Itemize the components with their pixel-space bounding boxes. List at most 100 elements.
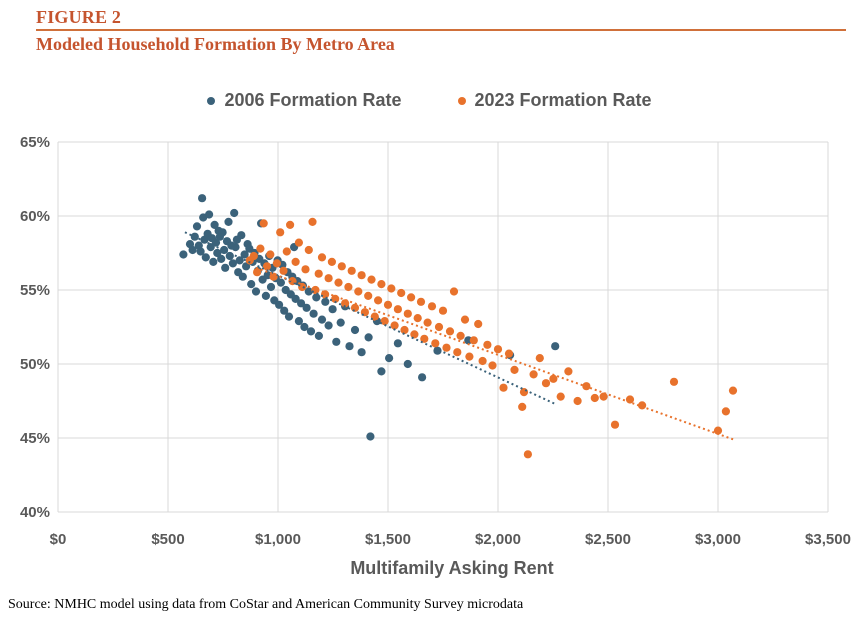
- data-point-2023: [374, 296, 383, 305]
- data-point-2023: [387, 284, 396, 293]
- source-note: Source: NMHC model using data from CoSta…: [8, 597, 524, 612]
- data-point-2006: [551, 342, 560, 351]
- data-point-2023: [364, 291, 373, 300]
- data-point-2023: [499, 383, 508, 392]
- data-point-2023: [327, 257, 336, 266]
- data-point-2006: [336, 318, 345, 327]
- data-point-2023: [337, 262, 346, 271]
- legend-item-2023: 2023 Formation Rate: [457, 90, 652, 111]
- data-point-2006: [314, 331, 323, 340]
- data-point-2023: [453, 348, 462, 357]
- data-point-2006: [317, 315, 327, 324]
- data-point-2006: [300, 322, 309, 332]
- data-point-2023: [350, 303, 360, 312]
- data-point-2023: [291, 257, 300, 266]
- y-tick-label: 65%: [20, 134, 50, 151]
- data-point-2023: [249, 251, 258, 261]
- data-point-2006: [312, 293, 321, 302]
- data-point-2006: [284, 312, 294, 321]
- x-tick-label: $1,000: [255, 531, 301, 548]
- data-point-2023: [314, 269, 323, 278]
- data-point-2006: [205, 210, 214, 219]
- data-point-2006: [332, 337, 341, 346]
- data-point-2023: [347, 266, 356, 275]
- data-point-2023: [442, 343, 451, 352]
- data-point-2023: [286, 220, 295, 229]
- data-point-2023: [434, 322, 444, 332]
- data-point-2006: [209, 257, 218, 266]
- data-point-2006: [393, 339, 402, 348]
- data-point-2006: [328, 305, 337, 314]
- data-point-2023: [301, 265, 310, 274]
- legend-item-2006: 2006 Formation Rate: [207, 90, 402, 111]
- data-point-2023: [407, 293, 416, 302]
- y-tick-label: 50%: [20, 356, 50, 373]
- data-point-2023: [380, 317, 389, 326]
- data-point-2023: [438, 306, 448, 315]
- data-point-2023: [610, 420, 620, 429]
- data-point-2023: [488, 361, 497, 370]
- data-point-2023: [317, 253, 327, 262]
- data-point-2023: [410, 330, 419, 339]
- data-point-2023: [510, 365, 519, 374]
- data-point-2023: [669, 377, 679, 386]
- data-point-2023: [383, 300, 393, 309]
- data-point-2023: [518, 402, 527, 411]
- data-point-2006: [188, 245, 197, 255]
- x-tick-label: $1,500: [365, 531, 411, 548]
- data-point-2023: [721, 407, 731, 416]
- data-point-2006: [201, 253, 210, 262]
- figure-rule-divider: [36, 29, 846, 31]
- legend-label: 2006 Formation Rate: [224, 90, 402, 110]
- data-point-2006: [225, 251, 234, 261]
- y-tick-label: 55%: [20, 282, 50, 299]
- data-point-2006: [418, 373, 427, 382]
- data-point-2006: [247, 280, 256, 289]
- data-point-2006: [240, 250, 249, 259]
- data-point-2006: [403, 359, 412, 369]
- data-point-2006: [302, 303, 311, 312]
- x-tick-label: $3,500: [805, 531, 851, 548]
- data-point-2006: [306, 327, 316, 336]
- data-point-2006: [196, 247, 205, 256]
- data-point-2006: [238, 272, 247, 281]
- x-tick-label: $0: [50, 531, 67, 548]
- y-tick-label: 45%: [20, 430, 50, 447]
- legend-label: 2023 Formation Rate: [474, 90, 652, 110]
- x-tick-label: $500: [151, 531, 184, 548]
- data-point-2023: [535, 354, 544, 363]
- data-point-2023: [390, 321, 399, 330]
- data-point-2023: [456, 331, 465, 340]
- data-point-2023: [416, 297, 426, 306]
- data-point-2023: [279, 266, 288, 275]
- data-point-2006: [230, 208, 239, 218]
- data-point-2023: [431, 339, 440, 348]
- data-point-2023: [713, 426, 723, 435]
- data-point-2006: [280, 306, 289, 315]
- data-point-2006: [221, 263, 230, 272]
- data-point-2023: [256, 244, 265, 253]
- data-point-2006: [266, 282, 276, 292]
- data-point-2023: [728, 386, 738, 395]
- data-point-2006: [350, 325, 360, 335]
- data-point-2023: [276, 228, 285, 237]
- data-point-2023: [420, 334, 429, 343]
- data-point-2006: [261, 291, 270, 300]
- data-point-2006: [345, 342, 354, 351]
- data-point-2023: [341, 299, 350, 308]
- data-point-2006: [210, 220, 219, 229]
- x-tick-label: $3,000: [695, 531, 741, 548]
- data-point-2023: [354, 287, 363, 296]
- data-point-2023: [460, 315, 470, 324]
- legend-marker-icon: [457, 96, 466, 105]
- data-point-2023: [445, 327, 455, 336]
- data-point-2023: [304, 245, 313, 255]
- data-point-2006: [192, 222, 202, 231]
- data-point-2023: [478, 356, 487, 366]
- data-point-2023: [474, 319, 483, 329]
- data-point-2023: [253, 268, 262, 277]
- data-point-2023: [397, 288, 406, 298]
- data-point-2006: [218, 228, 227, 237]
- data-point-2023: [493, 345, 503, 354]
- data-point-2006: [294, 317, 303, 326]
